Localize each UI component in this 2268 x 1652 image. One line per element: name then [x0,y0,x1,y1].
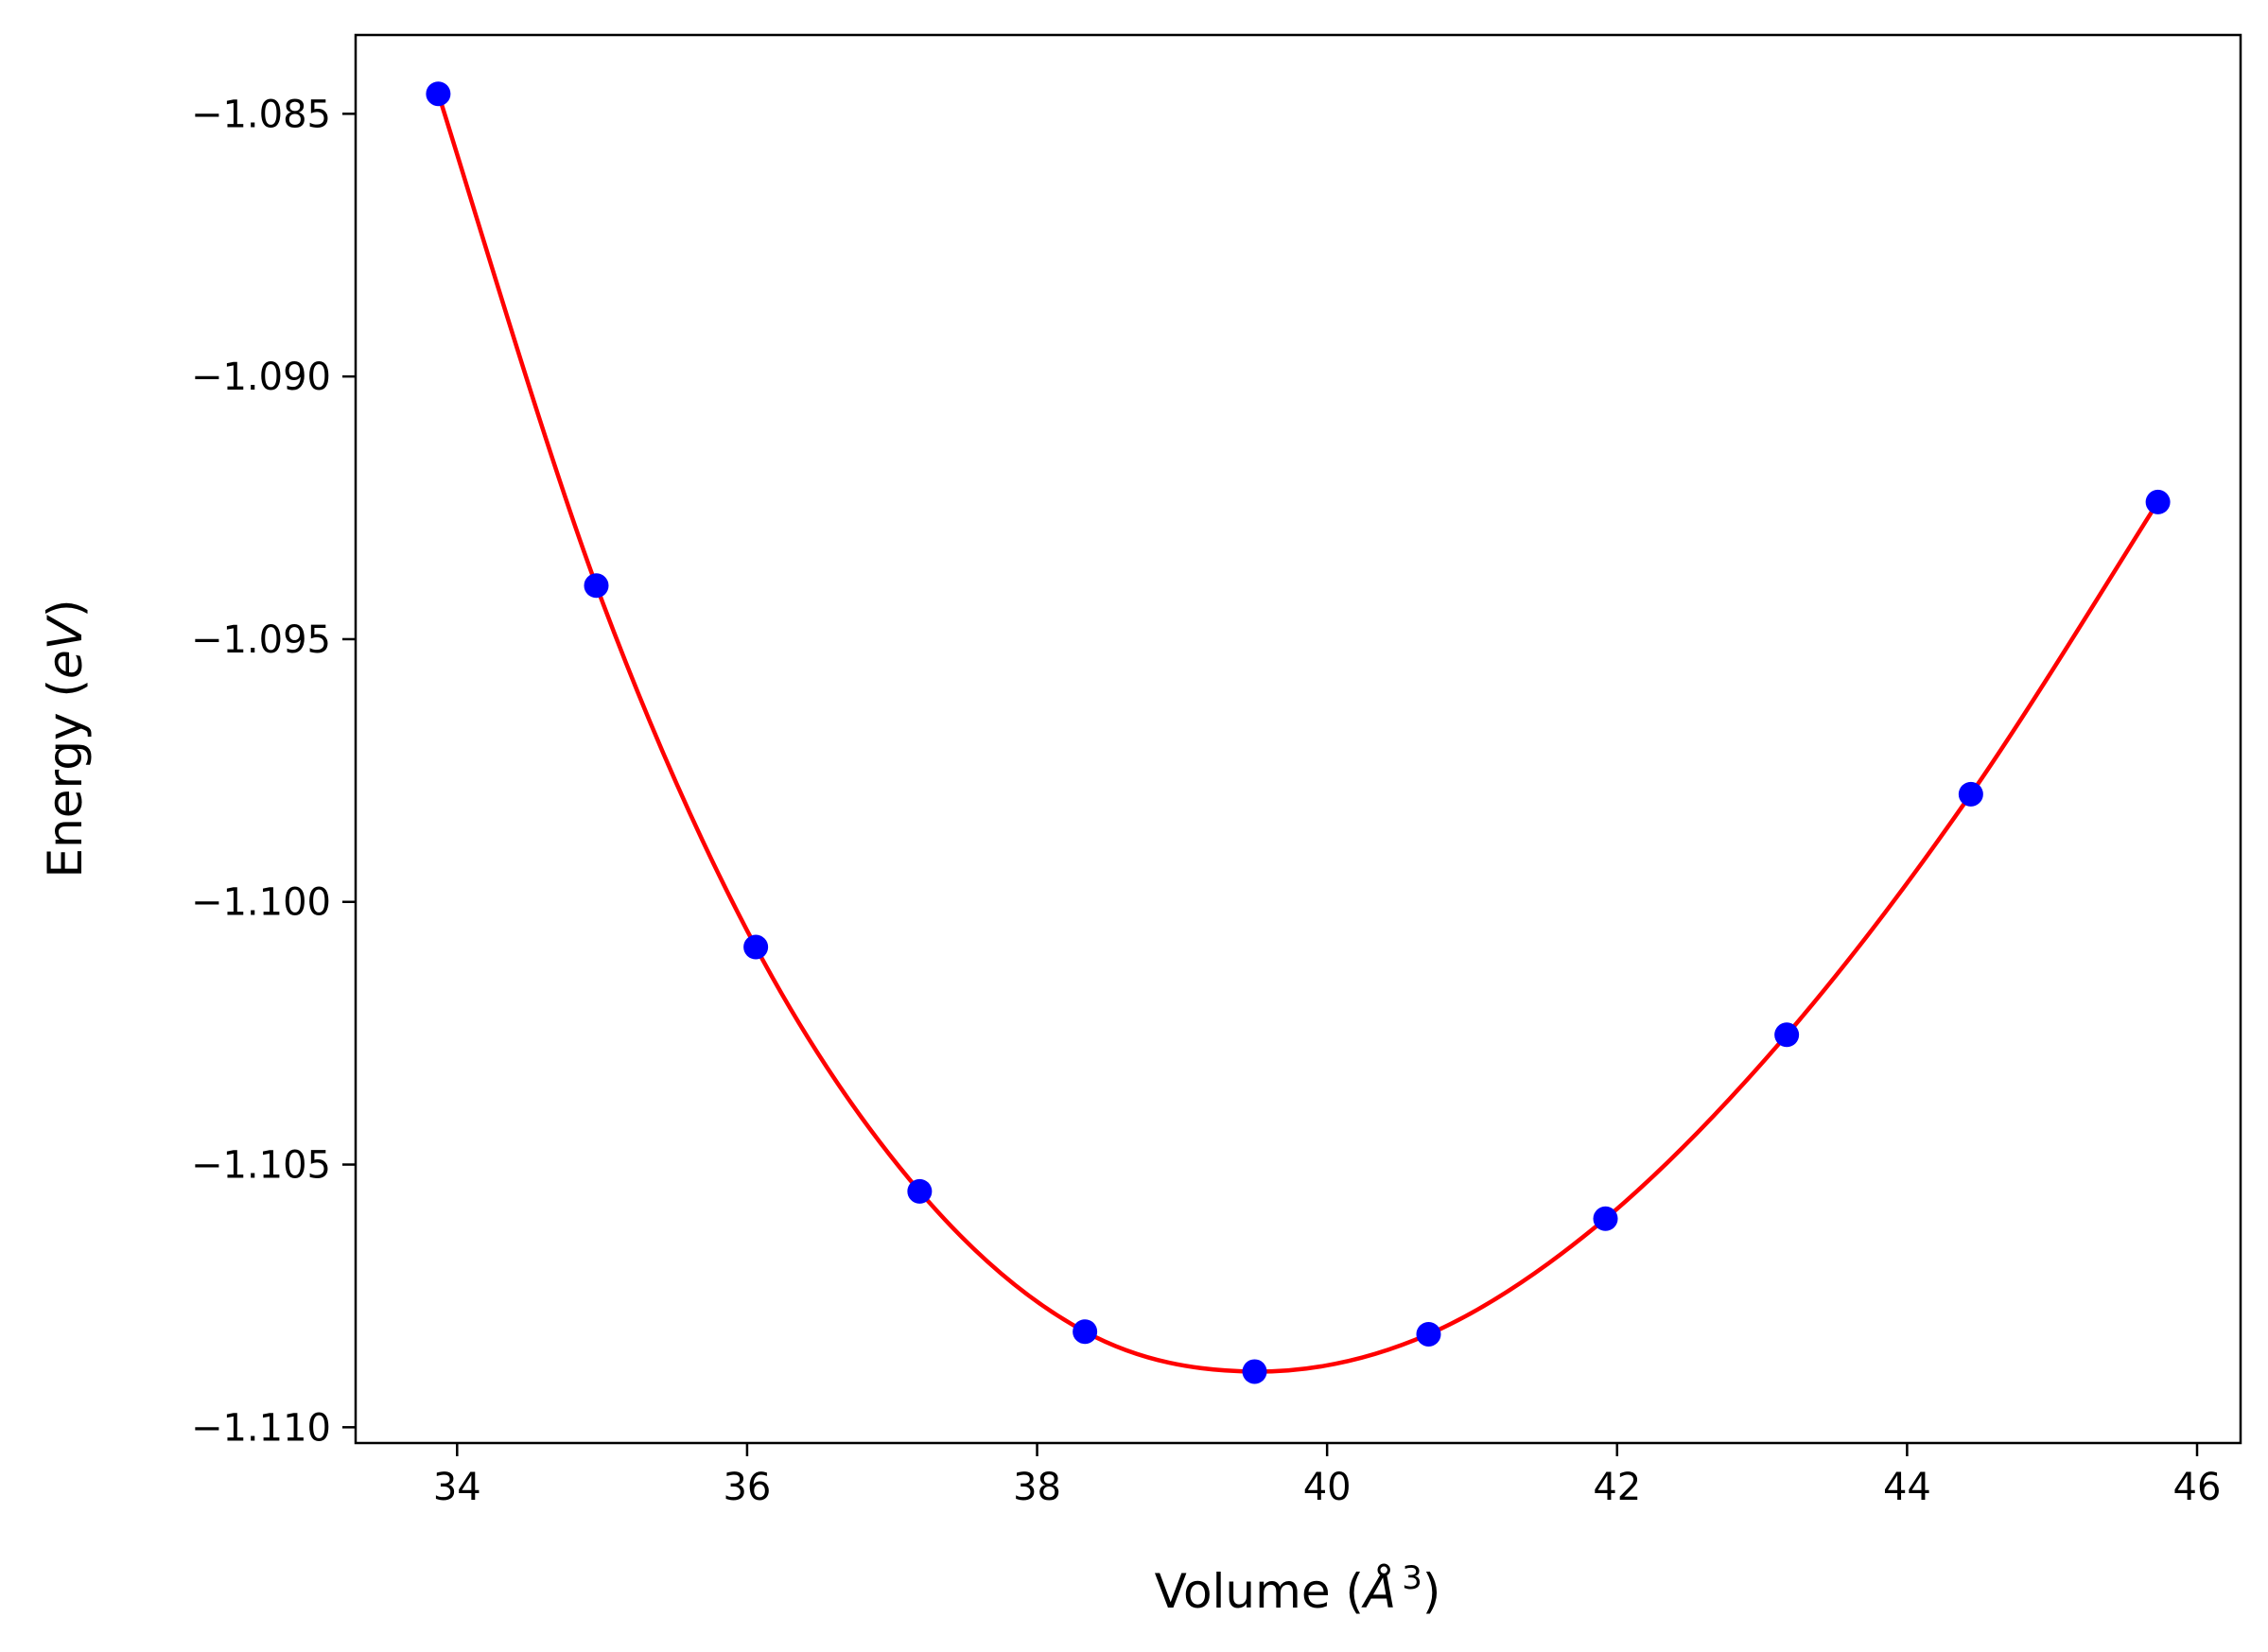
x-tick-label: 34 [433,1466,481,1509]
x-axis-label-prefix: Volume ( [1155,1564,1364,1619]
y-tick-label: −1.090 [191,356,331,399]
y-axis-label-suffix: ) [38,600,93,618]
x-tick-label: 42 [1593,1466,1641,1509]
data-point [1416,1321,1441,1347]
data-point [1242,1359,1267,1384]
x-axis-label-symbol: Å [1361,1564,1396,1619]
x-axis-label: Volume (Å 3) [1155,1559,1441,1619]
data-point [743,934,769,960]
x-axis-label-suffix: ) [1422,1564,1441,1619]
y-axis-label: Energy (eV) [38,600,93,878]
y-tick-label: −1.110 [191,1406,331,1450]
x-tick-label: 40 [1303,1466,1352,1509]
y-axis-label-prefix: Energy ( [38,679,93,878]
y-tick-label: −1.085 [191,93,331,136]
x-axis-ticks: 34 36 38 40 42 44 46 [433,1443,2222,1509]
y-tick-label: −1.105 [191,1144,331,1188]
data-point [1593,1206,1618,1231]
y-tick-label: −1.095 [191,618,331,662]
fit-curve [436,93,2160,1374]
data-points-layer [426,81,2171,1384]
x-axis-label-superscript: 3 [1402,1559,1422,1597]
x-tick-label: 44 [1883,1466,1931,1509]
data-point [584,573,609,599]
y-axis-ticks: −1.085 −1.090 −1.095 −1.100 −1.105 −1.110 [191,93,356,1450]
y-axis-label-unit: eV [38,614,93,679]
data-point [2145,489,2171,514]
data-point [426,81,451,107]
plot-area [356,35,2241,1443]
y-tick-label: −1.100 [191,881,331,925]
x-tick-label: 36 [723,1466,771,1509]
data-point [1073,1319,1098,1345]
data-point [907,1178,933,1204]
x-tick-label: 46 [2173,1466,2222,1509]
x-tick-label: 38 [1013,1466,1061,1509]
data-point [1958,781,1983,807]
fit-curve-layer [436,93,2160,1374]
plot-frame [354,33,2242,1445]
data-point [1774,1022,1800,1048]
